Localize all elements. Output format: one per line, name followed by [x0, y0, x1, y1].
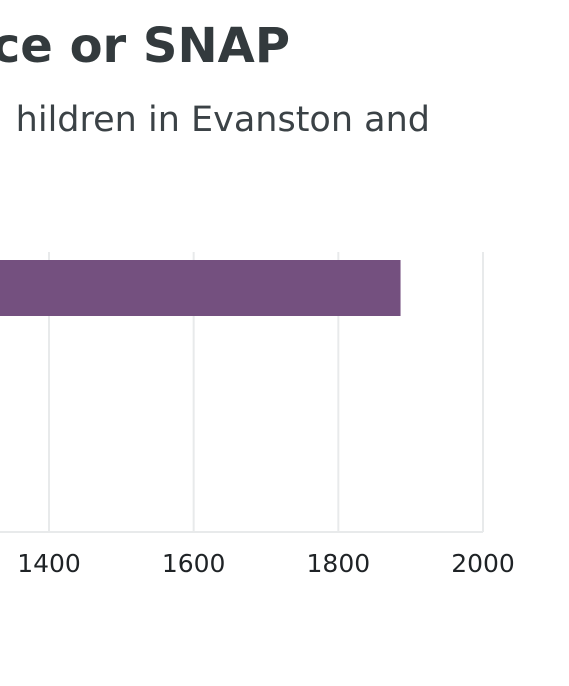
bar: [0, 260, 401, 316]
x-tick-label: 1400: [17, 549, 81, 578]
x-tick-label: 1800: [307, 549, 371, 578]
chart-subtitle: hildren in Evanston and: [15, 100, 430, 140]
chart-title: ce or SNAP: [0, 18, 290, 74]
x-tick-label: 2000: [451, 549, 515, 578]
x-axis-ticks: 1400 1600 1800 2000: [17, 549, 515, 578]
x-tick-label: 1600: [162, 549, 226, 578]
bars: [0, 260, 401, 316]
